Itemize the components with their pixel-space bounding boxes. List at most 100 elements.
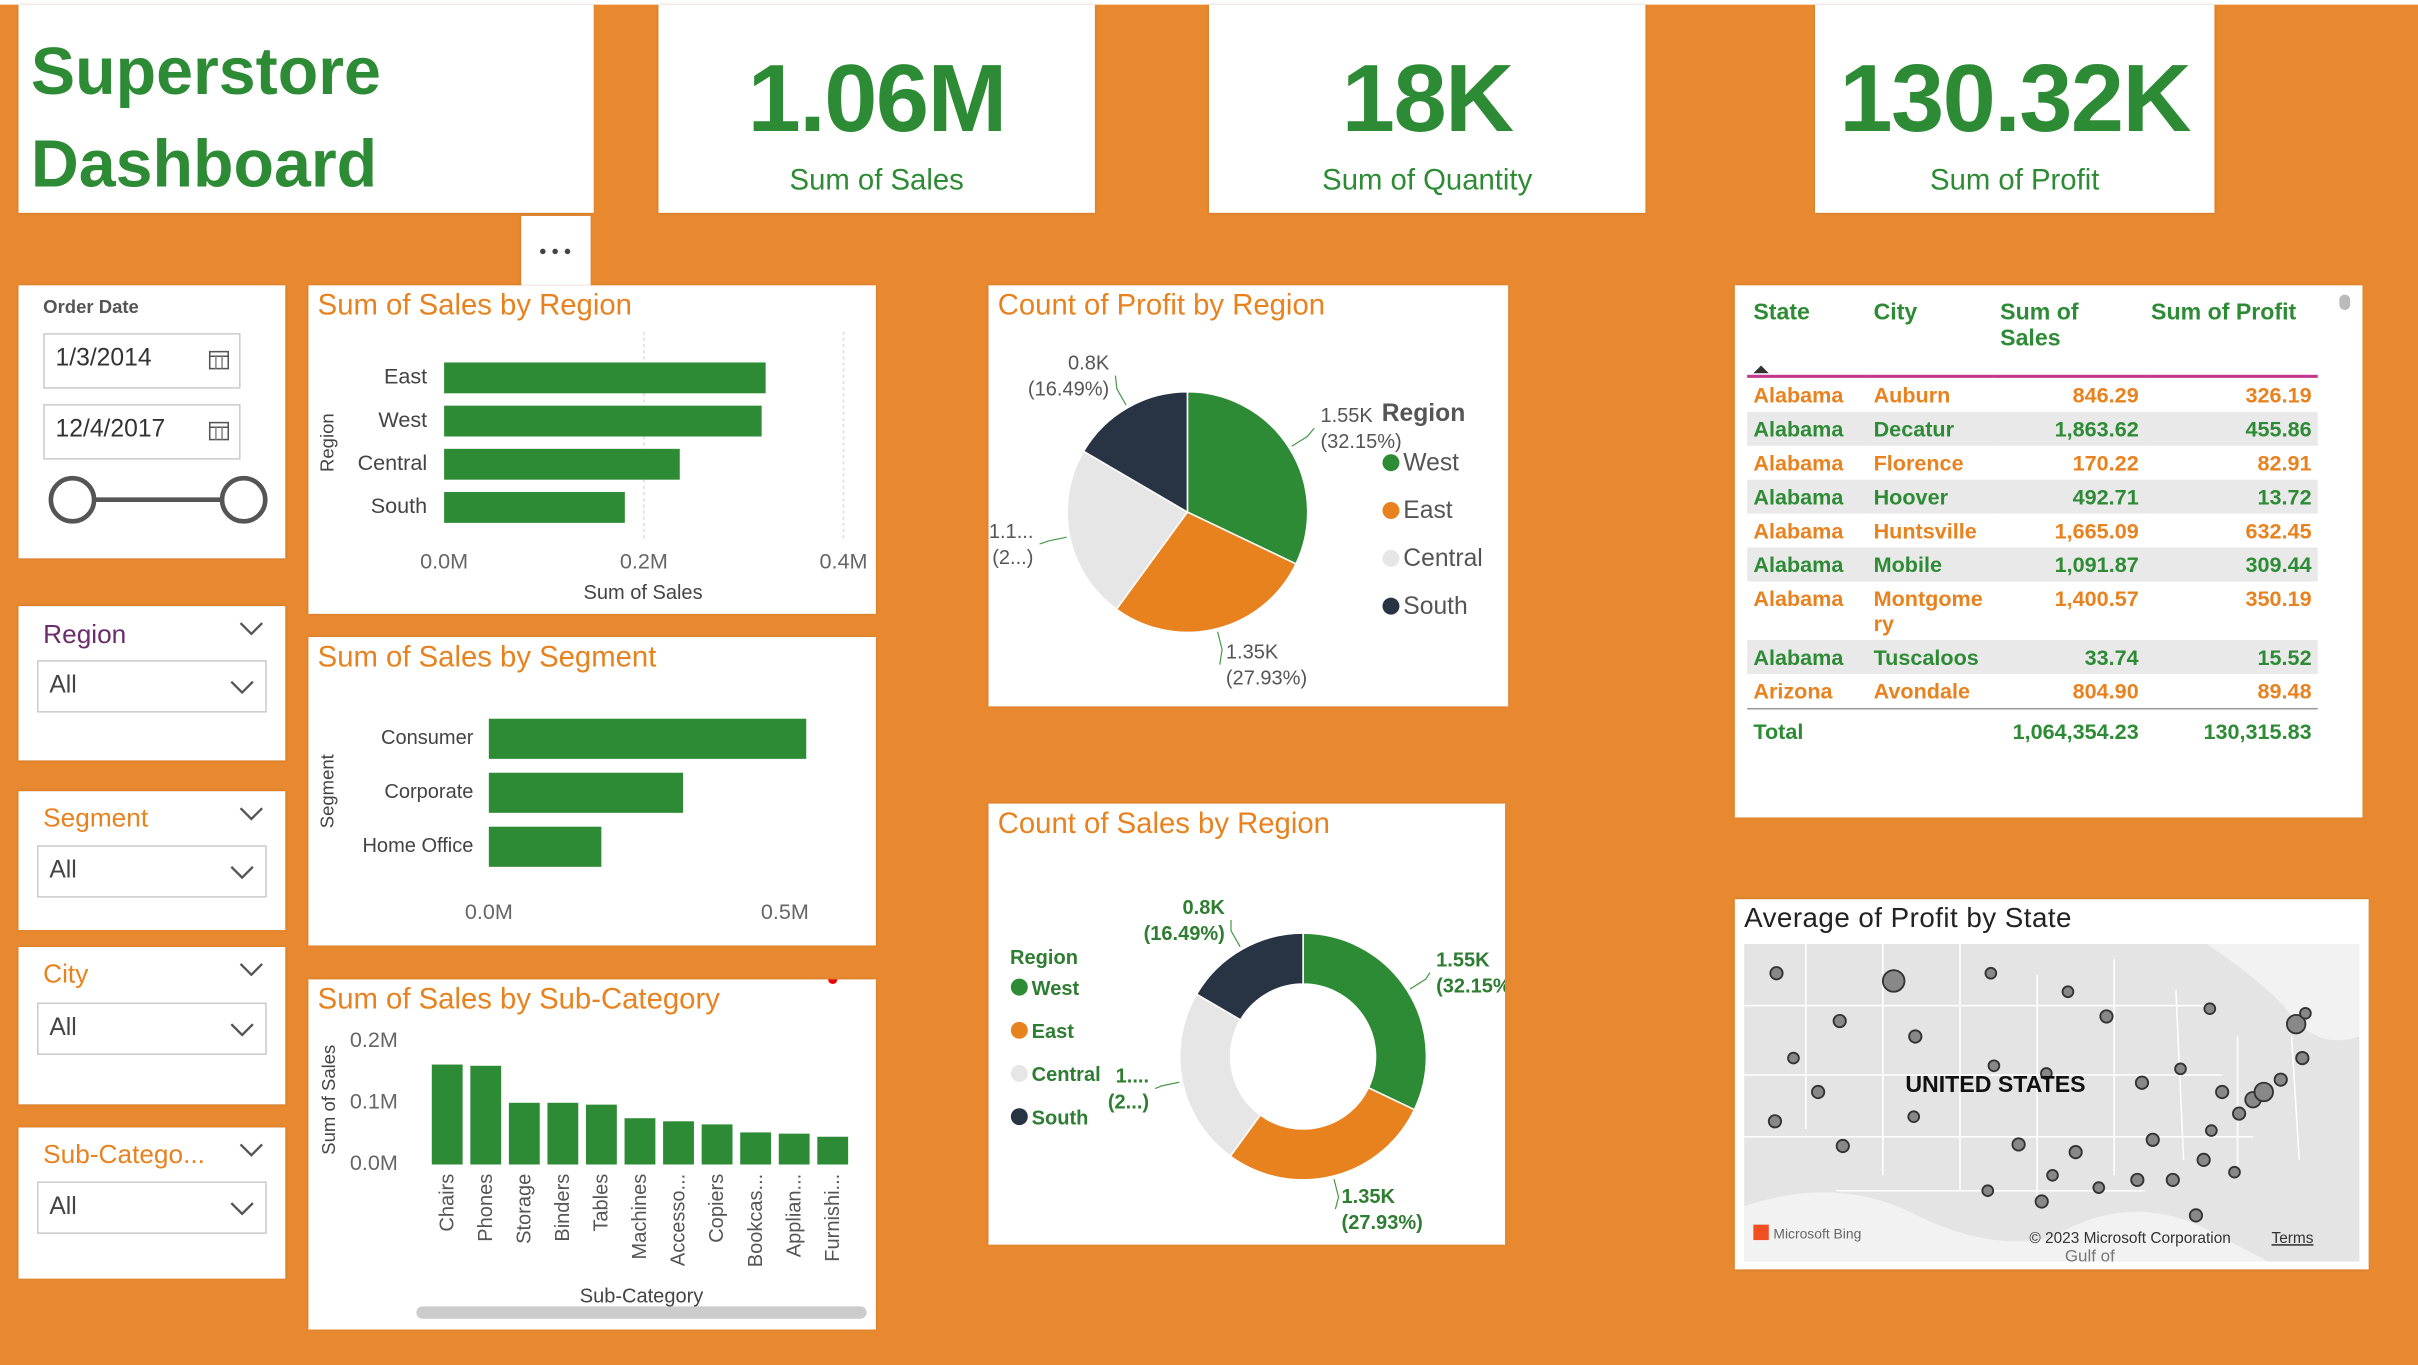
table-cell: 846.29 (2072, 382, 2139, 408)
slice (1066, 450, 1189, 611)
data-label: 1.35K (1226, 641, 1279, 663)
map-provider: Microsoft Bing (1773, 1226, 1861, 1242)
scrollbar[interactable] (416, 1306, 867, 1319)
x-tick-label: Tables (591, 1174, 613, 1232)
data-label: 0.8K (1183, 897, 1226, 919)
legend-label[interactable]: Central (1403, 545, 1482, 572)
legend-label[interactable]: East (1032, 1021, 1075, 1043)
x-tick-label: Furnishi... (822, 1174, 844, 1262)
table-cell: 350.19 (2245, 586, 2312, 611)
x-tick-label: Accesso... (668, 1174, 690, 1266)
chevron[interactable] (237, 618, 265, 637)
table-cell: 1,863.62 (1993, 411, 2145, 446)
data-label: 1.1... (989, 521, 1034, 543)
bar (817, 1136, 849, 1165)
title-card: Superstore Dashboard (18, 4, 594, 213)
legend-label[interactable]: West (1032, 978, 1080, 1000)
sort-arrow[interactable] (1750, 361, 1772, 376)
date-end[interactable]: 12/4/2017 (43, 404, 241, 460)
slice (1186, 390, 1309, 565)
x-tick-label: Binders (552, 1174, 574, 1242)
table-cell: Florence (1873, 450, 1964, 476)
kpi-card: 18K Sum of Quantity (1208, 4, 1646, 213)
x-tick-label: Copiers (706, 1174, 728, 1243)
more-options[interactable] (521, 215, 591, 286)
table-cell: Montgomery (1873, 586, 1983, 636)
legend-marker (1010, 1108, 1028, 1126)
header-row: State City Sum of Sales Sum of Profit (1747, 294, 2318, 378)
percent-label: (32.15%) (1436, 976, 1505, 998)
table-cell: 309.44 (2144, 547, 2318, 582)
legend-label[interactable]: South (1032, 1107, 1089, 1129)
table-cell: Hoover (1867, 479, 1994, 514)
table-cell: 130,315.83 (2144, 707, 2318, 749)
y-tick-label: 0.0M (350, 1150, 398, 1175)
slider-handle[interactable] (48, 475, 97, 524)
chart-card: Sum of Sales by Sub-Category 0.0M 0.1M 0.2M… (308, 974, 876, 1330)
y-tick-label: Consumer (381, 727, 474, 749)
y-tick-label: 0.2M (350, 1027, 398, 1052)
bar (488, 718, 807, 759)
x-tick-label: Storage (513, 1174, 535, 1244)
y-tick-label: Corporate (384, 781, 473, 803)
map-label: Gulf of (2065, 1247, 2115, 1262)
column-header[interactable]: State (1747, 294, 1868, 378)
legend-label[interactable]: West (1403, 449, 1459, 476)
table-cell: Alabama (1747, 640, 1868, 675)
date-start[interactable]: 1/3/2014 (43, 333, 241, 389)
slice (1115, 511, 1297, 634)
slicer-label: Region (43, 620, 127, 650)
y-tick-label: East (384, 364, 427, 389)
scrollbar[interactable] (2339, 294, 2351, 311)
table-cell: 1,091.87 (1993, 547, 2145, 582)
slice (1302, 932, 1428, 1111)
dropdown[interactable]: All (37, 1002, 267, 1055)
data-label: 1.... (1116, 1065, 1149, 1087)
y-tick-label: Central (358, 450, 428, 475)
kpi-label: Sum of Quantity (1322, 165, 1533, 198)
bar (701, 1124, 733, 1165)
legend-marker (1382, 597, 1400, 615)
chevron[interactable] (237, 804, 265, 823)
dropdown[interactable]: All (37, 845, 267, 898)
dropdown[interactable]: All (37, 1181, 267, 1234)
slider-handle[interactable] (219, 475, 268, 524)
leader-line (1409, 972, 1431, 990)
table-row: Alabama Florence 170.22 82.91 (1747, 446, 2318, 480)
date-text: 1/3/2014 (55, 345, 152, 372)
legend-marker (1382, 454, 1400, 472)
map[interactable]: UNITED STATES Microsoft Bing © 2023 Micr… (1744, 943, 2360, 1262)
column-header[interactable]: Sum of Profit (2144, 294, 2318, 378)
table-cell: 804.90 (2072, 678, 2139, 704)
dropdown-value: All (49, 857, 77, 884)
dropdown-value: All (49, 672, 77, 699)
legend-label[interactable]: Central (1032, 1064, 1101, 1086)
table-cell: Tuscaloos (1867, 640, 1994, 675)
table-cell: Huntsville (1873, 518, 1977, 543)
leader-line (1291, 427, 1315, 447)
bar (444, 492, 625, 523)
table-cell: Alabama (1753, 586, 1844, 611)
chevron[interactable] (237, 1140, 265, 1159)
leader-line (1230, 920, 1241, 948)
table-cell: Total (1747, 707, 1994, 749)
table-cell: Alabama (1753, 518, 1844, 543)
bar (488, 772, 684, 813)
table-row: Alabama Hoover 492.71 13.72 (1747, 479, 2318, 514)
alert-dot (828, 974, 838, 985)
chevron[interactable] (237, 959, 265, 978)
map-terms[interactable]: Terms (2271, 1230, 2313, 1247)
table-cell: 455.86 (2144, 411, 2318, 446)
column-header[interactable]: Sum of Sales (1993, 294, 2145, 378)
percent-label: (27.93%) (1342, 1212, 1423, 1234)
legend-label[interactable]: East (1403, 497, 1452, 524)
legend-marker (1010, 1021, 1028, 1039)
legend-marker (1382, 549, 1400, 567)
table-cell: 1,665.09 (2054, 518, 2139, 543)
dropdown[interactable]: All (37, 660, 267, 713)
leader-line (1216, 631, 1223, 665)
legend-label[interactable]: South (1403, 593, 1467, 620)
x-tick-label: Chairs (436, 1174, 458, 1232)
percent-label: (2...) (992, 547, 1033, 569)
column-header[interactable]: City (1867, 294, 1994, 378)
